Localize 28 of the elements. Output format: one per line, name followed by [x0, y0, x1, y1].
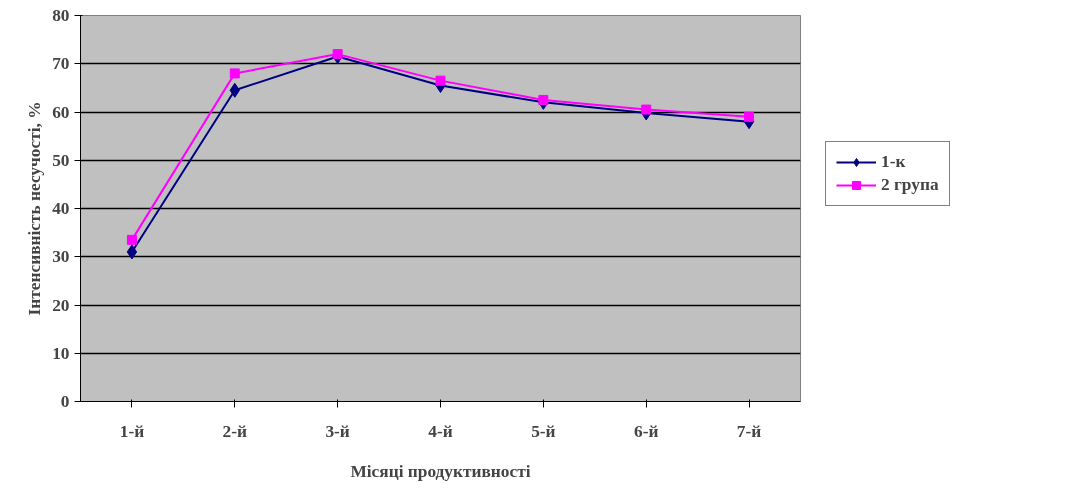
y-axis-title: Інтенсивність несучості, %: [25, 101, 45, 316]
point: [538, 94, 549, 105]
y-tick-label: 60: [52, 102, 70, 122]
x-tick-label: 6-й: [634, 421, 659, 441]
point: [744, 111, 755, 122]
x-tick-label: 4-й: [428, 421, 453, 441]
y-tick-label: 0: [60, 392, 70, 411]
x-axis-title: Місяці продуктивності: [350, 461, 531, 481]
legend-label: 1-к: [881, 152, 906, 172]
y-tick-label: 80: [52, 6, 70, 25]
y-tick-label: 70: [52, 54, 70, 74]
point: [332, 49, 343, 60]
x-tick-label: 1-й: [119, 421, 145, 441]
y-tick-label: 10: [52, 343, 70, 363]
point: [641, 104, 652, 115]
point: [435, 75, 446, 86]
y-tick-label: 30: [52, 247, 70, 267]
y-tick-label: 50: [52, 150, 70, 170]
x-tick-label: 2-й: [222, 421, 248, 441]
point: [126, 244, 138, 260]
x-tick-label: 5-й: [531, 421, 556, 441]
x-tick-label: 7-й: [736, 421, 762, 441]
y-tick-label: 20: [52, 295, 70, 315]
legend-label: 2 група: [881, 175, 939, 195]
point: [229, 68, 240, 79]
x-tick-label: 3-й: [325, 421, 350, 441]
point: [126, 234, 137, 245]
y-tick-label: 40: [52, 199, 70, 218]
